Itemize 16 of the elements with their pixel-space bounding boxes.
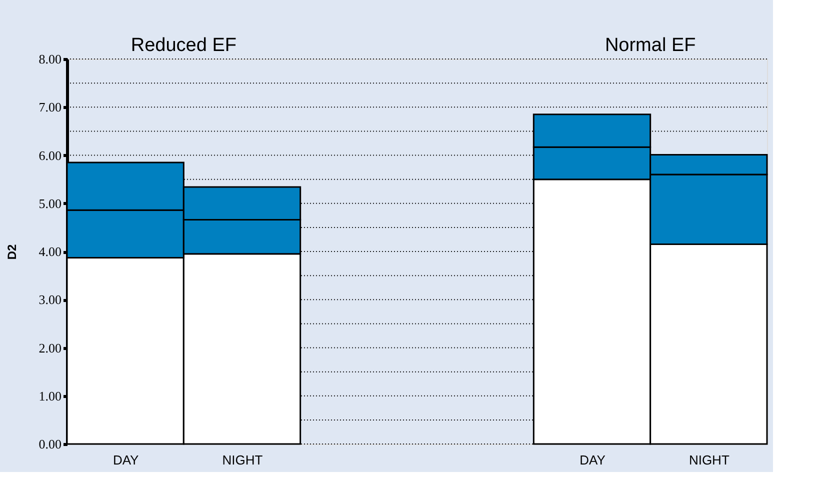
x-tick-label: NIGHT [688, 452, 730, 468]
y-tick-label: 0.00 [38, 436, 62, 452]
x-tick-label: NIGHT [222, 452, 263, 468]
x-tick-label: DAY [112, 452, 140, 468]
x-tick-label: DAY [580, 452, 606, 468]
y-axis-title: D2 [4, 244, 19, 260]
text: Normal EF [604, 35, 696, 56]
y-tick-label: 3.00 [38, 292, 62, 308]
y-tick-label: 4.00 [38, 244, 62, 259]
y-tick-label: 2.00 [38, 340, 62, 356]
y-tick-label: 5.00 [38, 196, 62, 211]
y-tick-label: 1.00 [38, 388, 62, 404]
y-tick-label: 6.00 [38, 148, 62, 163]
y-tick-label: 8.00 [38, 52, 62, 66]
y-tick-label: 7.00 [38, 100, 62, 115]
text: Reduced EF [130, 35, 236, 56]
